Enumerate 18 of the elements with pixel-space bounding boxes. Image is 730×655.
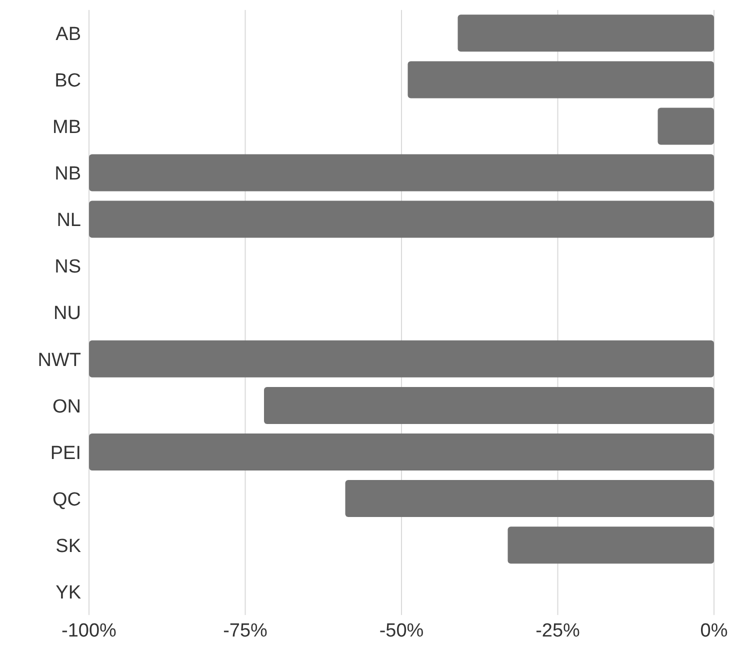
y-tick-label: SK (56, 536, 82, 557)
y-tick-label: NL (56, 210, 81, 232)
y-tick-label: NS (54, 256, 81, 278)
y-tick-label: MB (52, 117, 81, 138)
x-tick-label: -100% (62, 620, 117, 642)
y-tick-label: NWT (38, 350, 82, 371)
x-tick-label: -25% (536, 620, 580, 642)
x-tick-label: -50% (379, 620, 424, 642)
y-tick-label: AB (56, 24, 81, 46)
y-tick-label: YK (56, 582, 82, 604)
y-tick-label: ON (52, 396, 81, 418)
x-tick-label: 0% (700, 620, 728, 642)
y-tick-label: NB (54, 164, 81, 185)
y-tick-label: QC (52, 489, 81, 510)
x-tick-label: -75% (223, 620, 268, 642)
y-tick-label: BC (54, 70, 81, 92)
y-tick-label: PEI (50, 442, 81, 464)
y-tick-label: NU (54, 303, 81, 324)
